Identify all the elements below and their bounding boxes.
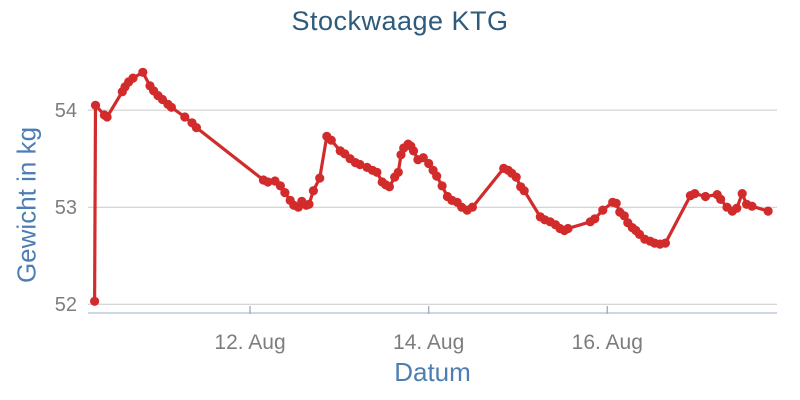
data-point[interactable] xyxy=(590,214,600,224)
data-point[interactable] xyxy=(280,188,290,198)
data-point[interactable] xyxy=(737,189,747,199)
data-point[interactable] xyxy=(716,194,726,204)
x-tick-label: 16. Aug xyxy=(572,331,643,354)
data-point[interactable] xyxy=(90,100,101,110)
data-point[interactable] xyxy=(418,153,428,163)
data-point[interactable] xyxy=(424,158,434,169)
data-point[interactable] xyxy=(563,223,573,234)
data-point[interactable] xyxy=(393,167,403,177)
data-point[interactable] xyxy=(619,211,629,221)
data-point[interactable] xyxy=(315,173,325,183)
data-point[interactable] xyxy=(747,201,757,211)
y-tick-label-53: 53 xyxy=(55,197,77,219)
y-tick-label-54: 54 xyxy=(55,100,77,122)
data-point[interactable] xyxy=(166,102,176,112)
data-point[interactable] xyxy=(432,171,442,181)
data-point[interactable] xyxy=(384,182,394,192)
data-point[interactable] xyxy=(690,189,700,199)
data-point[interactable] xyxy=(304,199,314,209)
data-point[interactable] xyxy=(467,202,477,212)
data-point[interactable] xyxy=(90,296,100,306)
data-point[interactable] xyxy=(437,181,447,191)
data-point[interactable] xyxy=(180,112,190,122)
data-point[interactable] xyxy=(408,146,419,156)
data-point[interactable] xyxy=(732,203,742,213)
data-point[interactable] xyxy=(511,172,521,182)
y-tick-label-52: 52 xyxy=(55,294,77,316)
data-point[interactable] xyxy=(263,177,273,187)
data-point[interactable] xyxy=(308,186,318,196)
data-point[interactable] xyxy=(102,112,112,122)
data-point[interactable] xyxy=(372,167,382,177)
data-point[interactable] xyxy=(191,123,201,133)
chart-title: Stockwaage KTG xyxy=(291,6,509,36)
data-point[interactable] xyxy=(355,159,365,170)
data-point[interactable] xyxy=(275,181,285,191)
data-point[interactable] xyxy=(138,67,148,77)
data-point[interactable] xyxy=(611,198,621,208)
data-point[interactable] xyxy=(660,238,671,248)
data-point[interactable] xyxy=(598,205,608,215)
data-point[interactable] xyxy=(128,73,138,83)
x-tick-label: 14. Aug xyxy=(393,331,464,354)
x-tick-label: 12. Aug xyxy=(214,331,285,354)
data-point[interactable] xyxy=(700,191,711,202)
data-point[interactable] xyxy=(519,186,529,196)
series-line xyxy=(93,70,770,303)
data-point[interactable] xyxy=(763,206,773,216)
x-axis-title: Datum xyxy=(394,357,471,387)
data-point[interactable] xyxy=(326,135,336,145)
